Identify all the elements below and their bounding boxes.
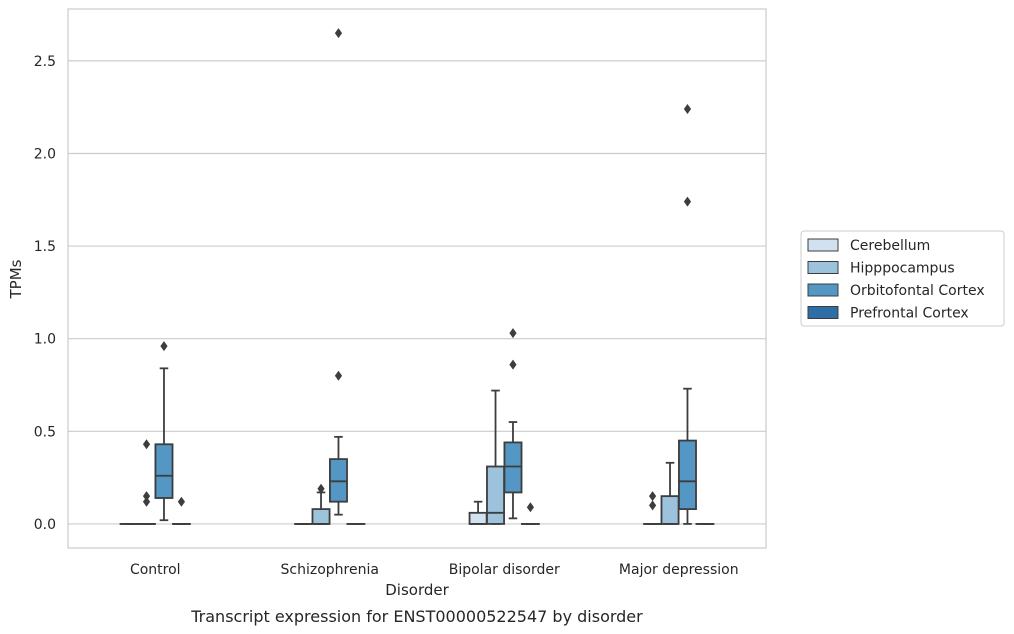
box: [311, 508, 331, 525]
box: [329, 458, 348, 503]
legend-label: Orbitofontal Cortex: [850, 283, 985, 299]
plot-frame: [67, 8, 767, 549]
x-tick-label: Major depression: [619, 562, 739, 578]
box: [154, 443, 174, 499]
y-tick-label: 0.0: [34, 517, 56, 533]
x-axis-title: Disorder: [385, 581, 449, 599]
legend-label: Hipppocampus: [850, 261, 955, 277]
legend-label: Prefrontal Cortex: [850, 306, 969, 322]
outlier-point: [683, 104, 692, 115]
series-hipppocampus: [137, 389, 680, 525]
outlier-point: [317, 483, 325, 494]
box: [660, 495, 680, 525]
legend-swatch: [807, 261, 839, 274]
y-axis-title: TPMs: [7, 259, 25, 299]
legend-swatch: [807, 283, 839, 297]
y-tick-label: 2.5: [34, 54, 56, 70]
y-tick-labels: 0.0 0.5 1.0 1.5 2.0 2.5: [34, 54, 56, 533]
outlier-point: [509, 359, 517, 370]
outlier-point: [334, 28, 343, 39]
y-tick-label: 1.5: [34, 239, 56, 255]
legend-swatch: [807, 238, 839, 252]
legend-label: Cerebellum: [850, 238, 930, 254]
x-tick-label: Bipolar disorder: [449, 562, 560, 578]
x-tick-labels: Control Schizophrenia Bipolar disorder Majo…: [130, 562, 739, 578]
legend: Cerebellum Hipppocampus Orbitofontal Corte…: [800, 230, 1005, 327]
box: [468, 511, 488, 525]
series-orbitofontal-cortex: [154, 28, 697, 525]
outlier-point: [142, 439, 151, 450]
x-tick-label: Control: [130, 562, 181, 578]
outlier-point: [142, 491, 151, 502]
box-series: [119, 28, 715, 525]
box: [678, 439, 697, 511]
plot-background: [68, 9, 766, 548]
y-tick-label: 0.5: [34, 424, 56, 440]
legend-swatch: [807, 306, 839, 319]
x-tick-label: Schizophrenia: [281, 562, 379, 578]
y-tick-label: 2.0: [34, 146, 56, 162]
outlier-point: [142, 496, 151, 507]
y-tick-label: 1.0: [34, 332, 56, 348]
outlier-point: [526, 502, 535, 513]
legend-frame: [800, 230, 1005, 327]
outlier-point: [177, 496, 186, 507]
outlier-point: [648, 500, 657, 511]
chart-caption: Transcript expression for ENST0000052254…: [190, 607, 643, 626]
outlier-point: [648, 491, 657, 502]
box: [503, 441, 523, 494]
series-cerebellum: [119, 491, 663, 525]
outlier-point: [509, 328, 517, 339]
outlier-point: [160, 341, 168, 352]
outlier-point: [334, 370, 343, 381]
series-prefrontal-cortex: [171, 496, 715, 525]
outlier-point: [683, 196, 692, 207]
box: [486, 465, 505, 525]
